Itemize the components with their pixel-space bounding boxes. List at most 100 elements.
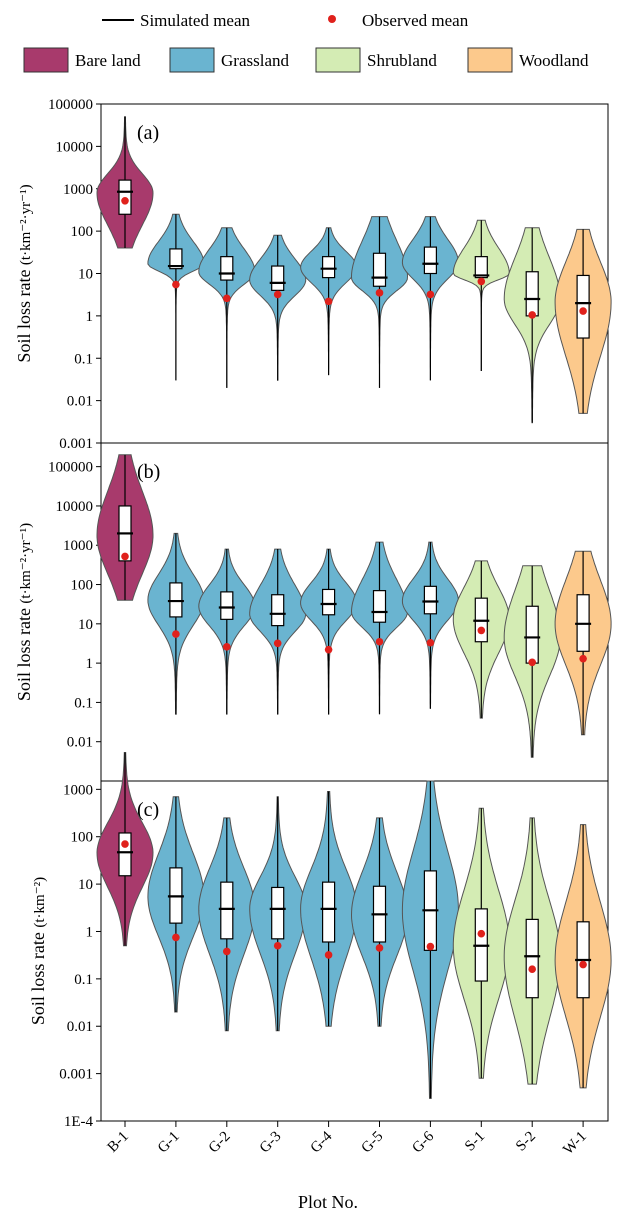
violin-s-2 bbox=[503, 817, 561, 1085]
violin-g-6 bbox=[401, 541, 459, 709]
violin-box bbox=[372, 252, 387, 287]
y-tick-label: 1 bbox=[86, 924, 94, 940]
y-tick-label: 1E-4 bbox=[64, 1114, 94, 1130]
panel--c-: 1E-4 0.001 0.01 0.1 1 10 100 1000 Soil loss rate… bbox=[28, 752, 612, 1130]
violin-box bbox=[220, 881, 234, 940]
violin-b-1 bbox=[96, 454, 154, 601]
violin-box bbox=[271, 594, 285, 627]
observed-mean-dot bbox=[273, 290, 282, 299]
violin-box bbox=[525, 605, 539, 664]
y-axis-title: Soil loss rate (t·km⁻²·yr⁻¹) bbox=[14, 523, 34, 701]
violin-g-5 bbox=[350, 541, 409, 715]
violin-b-1 bbox=[96, 116, 154, 249]
x-tick-label-s-2: S-2 bbox=[513, 1129, 539, 1155]
y-tick-label: 100 bbox=[71, 224, 94, 240]
violin-s-1 bbox=[452, 560, 510, 719]
y-tick-label: 1 bbox=[86, 309, 94, 325]
x-tick-label-g-5: G-5 bbox=[359, 1129, 387, 1157]
x-tick-label-g-1: G-1 bbox=[155, 1129, 183, 1157]
violin-box bbox=[118, 832, 132, 877]
observed-mean-dot bbox=[426, 290, 435, 299]
violin-box bbox=[576, 274, 590, 339]
y-tick-label: 0.1 bbox=[74, 972, 93, 988]
violin-box bbox=[271, 265, 285, 291]
violin-box bbox=[322, 256, 336, 279]
legend-swatch-woodland bbox=[467, 47, 513, 73]
x-tick-label-g-6: G-6 bbox=[409, 1128, 437, 1156]
violin-box bbox=[372, 590, 387, 623]
legend-swatch-grassland bbox=[169, 47, 215, 73]
y-tick-label: 0.001 bbox=[59, 1067, 93, 1083]
y-axis-title: Soil loss rate (t·km⁻²) bbox=[28, 877, 48, 1025]
observed-mean-dot bbox=[223, 643, 231, 651]
violin-g-5 bbox=[350, 817, 409, 1027]
y-tick-label: 10 bbox=[78, 877, 93, 893]
observed-mean-dot bbox=[375, 944, 384, 952]
y-tick-label: 10 bbox=[78, 267, 93, 283]
violin-box bbox=[322, 588, 336, 616]
violin-g-1 bbox=[147, 796, 205, 1013]
panel-label: (c) bbox=[137, 799, 159, 821]
violin-w-1 bbox=[554, 824, 612, 1089]
legend-swatch-shrubland bbox=[315, 47, 361, 73]
y-tick-label: 0.1 bbox=[74, 695, 93, 711]
observed-mean-dot bbox=[121, 840, 129, 848]
violin-g-3 bbox=[249, 548, 307, 715]
violin-g-2 bbox=[198, 227, 256, 388]
observed-mean-dot bbox=[121, 196, 129, 205]
violin-box bbox=[525, 918, 539, 999]
x-tick-label-g-2: G-2 bbox=[206, 1129, 234, 1157]
observed-mean-dot bbox=[477, 929, 486, 938]
legend-observed-mean-label: Observed mean bbox=[362, 11, 469, 30]
y-tick-label: 1 bbox=[86, 656, 94, 672]
observed-mean-dot bbox=[375, 289, 384, 297]
y-tick-label: 0.001 bbox=[59, 436, 93, 452]
y-tick-label: 0.01 bbox=[67, 735, 93, 751]
panel--b-: 0.01 0.1 1 10 100 1000 10000 100000 Soil loss ra… bbox=[14, 442, 612, 782]
y-tick-label: 100 bbox=[71, 830, 94, 846]
violin-g-2 bbox=[198, 548, 256, 715]
violin-g-6 bbox=[401, 780, 459, 1099]
violin-g-3 bbox=[249, 796, 307, 1032]
y-tick-label: 1000 bbox=[63, 182, 93, 198]
observed-mean-dot bbox=[273, 639, 282, 648]
violin-g-4 bbox=[300, 791, 358, 1027]
legend-label-shrubland: Shrubland bbox=[367, 51, 437, 70]
violin-g-4 bbox=[300, 548, 358, 715]
legend-swatch-bare-land bbox=[23, 47, 69, 73]
observed-mean-dot bbox=[223, 294, 231, 303]
observed-mean-dot bbox=[172, 933, 180, 942]
y-tick-label: 1000 bbox=[63, 538, 93, 554]
y-tick-label: 0.01 bbox=[67, 1019, 93, 1035]
y-tick-label: 0.1 bbox=[74, 351, 93, 367]
violin-g-5 bbox=[350, 216, 409, 388]
y-tick-label: 10 bbox=[78, 617, 93, 633]
violin-box bbox=[525, 271, 539, 317]
observed-mean-dot bbox=[172, 630, 180, 638]
observed-mean-dot bbox=[426, 942, 435, 951]
x-tick-label-g-3: G-3 bbox=[257, 1129, 285, 1157]
observed-mean-dot bbox=[121, 552, 129, 561]
violin-s-2 bbox=[503, 227, 561, 424]
violin-g-6 bbox=[401, 216, 459, 381]
violin-w-1 bbox=[554, 550, 612, 736]
violin-box bbox=[423, 585, 437, 615]
violin-box bbox=[271, 886, 285, 940]
violin-box bbox=[220, 256, 234, 281]
violin-g-1 bbox=[147, 532, 205, 715]
y-tick-label: 10000 bbox=[56, 499, 94, 515]
panels: 0.001 0.01 0.1 1 10 100 1000 10000 100000 Soil lo… bbox=[14, 97, 612, 1130]
legend-observed-mean-marker bbox=[328, 15, 336, 23]
x-tick-label-s-1: S-1 bbox=[462, 1129, 488, 1155]
observed-mean-dot bbox=[324, 645, 333, 654]
violin-g-3 bbox=[249, 234, 307, 381]
legend: Simulated mean Observed mean Bare land G… bbox=[23, 11, 589, 73]
legend-label-bare-land: Bare land bbox=[75, 51, 141, 70]
y-tick-label: 100 bbox=[71, 578, 94, 594]
observed-mean-dot bbox=[223, 947, 231, 956]
violin-g-4 bbox=[300, 227, 358, 376]
y-tick-label: 0.01 bbox=[67, 394, 93, 410]
violin-g-1 bbox=[147, 213, 205, 381]
violin-s-2 bbox=[503, 565, 561, 758]
